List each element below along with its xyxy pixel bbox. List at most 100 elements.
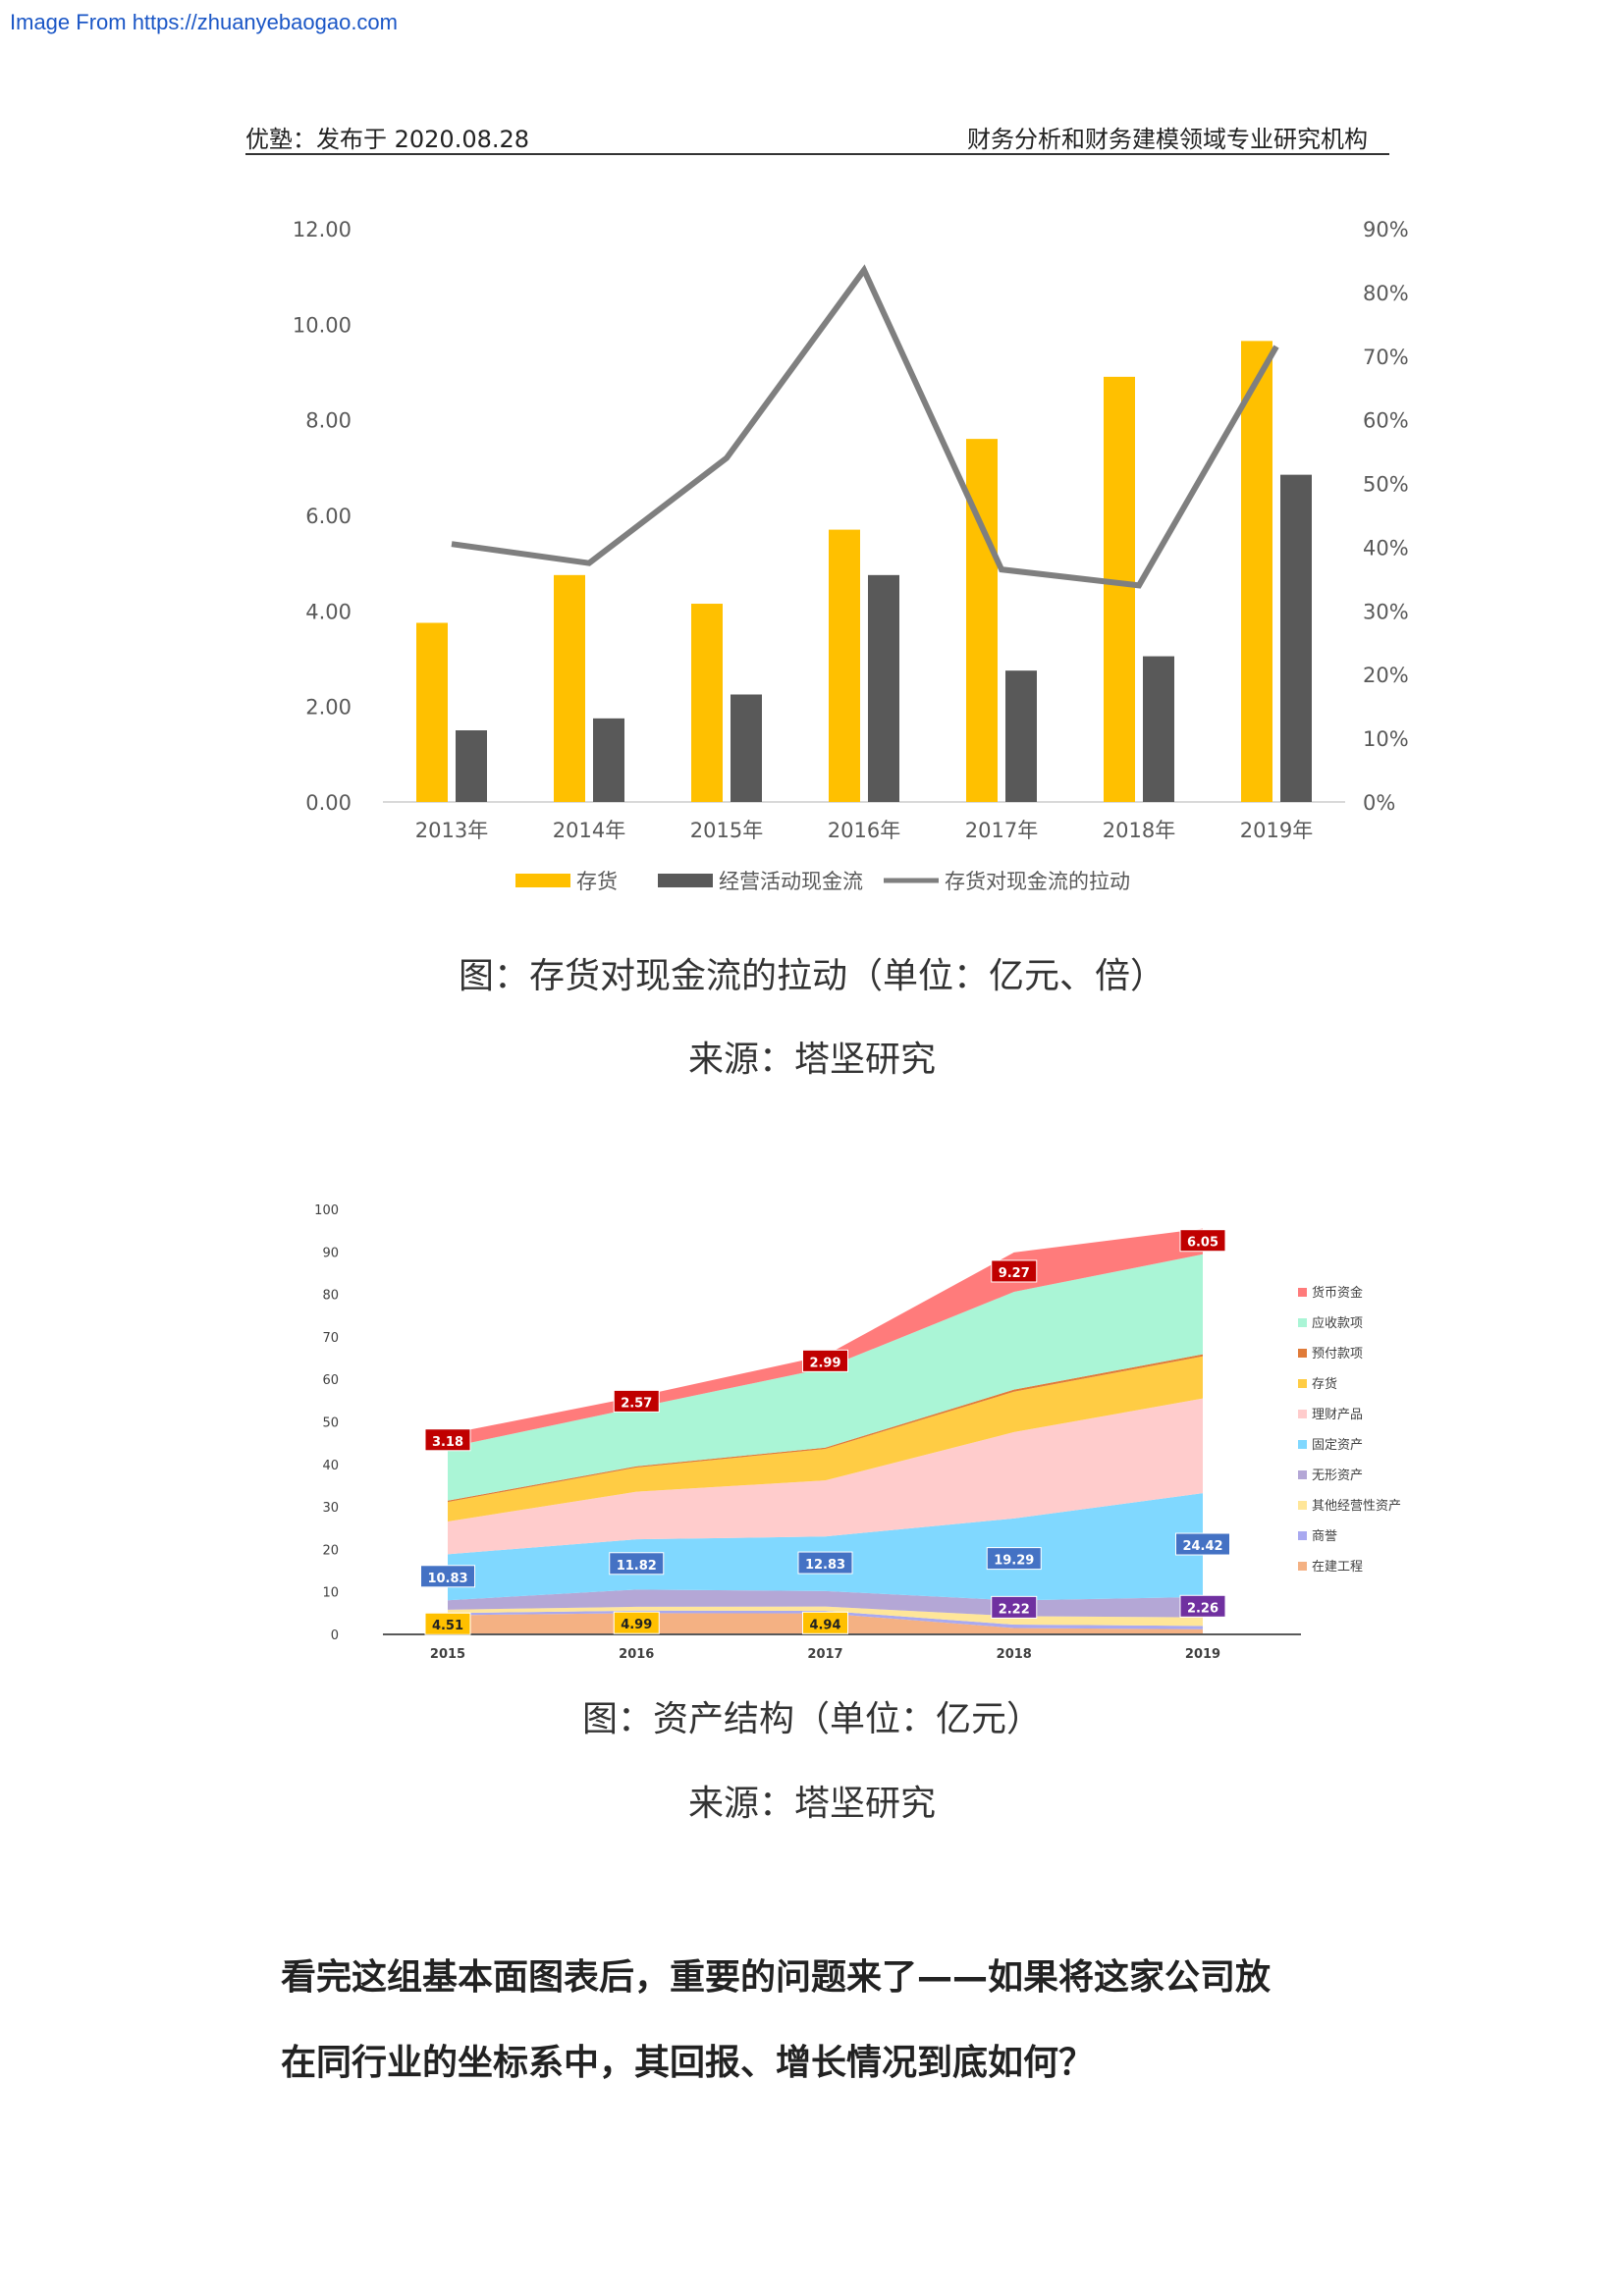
legend-label: 在建工程 (1312, 1560, 1363, 1575)
header-right: 财务分析和财务建模领域专业研究机构 (967, 126, 1368, 153)
legend-label: 经营活动现金流 (719, 870, 863, 893)
paragraph-line-1: 看完这组基本面图表后，重要的问题来了——如果将这家公司放 (281, 1957, 1272, 1998)
legend-label: 商誉 (1312, 1529, 1337, 1544)
y-tick-label: 40 (322, 1459, 339, 1473)
paragraph-line-2: 在同行业的坐标系中，其回报、增长情况到底如何？ (281, 2043, 1095, 2083)
x-tick-label: 2019年 (1240, 819, 1313, 842)
legend-swatch (1298, 1318, 1307, 1327)
data-label: 2.22 (999, 1602, 1030, 1617)
data-label-box (986, 1547, 1042, 1571)
y-tick-label: 10 (322, 1586, 339, 1601)
data-label: 2.99 (809, 1356, 840, 1370)
legend-swatch (1298, 1440, 1307, 1449)
legend-label: 理财产品 (1312, 1408, 1363, 1422)
y-tick-label: 90 (322, 1246, 339, 1260)
data-label-box (1179, 1229, 1226, 1253)
x-tick-label: 2015 (430, 1647, 465, 1662)
bar-operating-cashflow (456, 730, 487, 802)
area-应收款项 (448, 1254, 1203, 1501)
y-right-tick-label: 50% (1363, 473, 1409, 497)
legend-swatch (1298, 1470, 1307, 1479)
y-tick-label: 80 (322, 1289, 339, 1304)
data-label: 19.29 (994, 1554, 1034, 1569)
legend-label: 预付款项 (1312, 1347, 1363, 1362)
legend-swatch (1298, 1531, 1307, 1540)
legend-label: 货币资金 (1312, 1285, 1363, 1301)
x-tick-label: 2017 (807, 1647, 842, 1662)
area-存货 (448, 1356, 1203, 1522)
bar-operating-cashflow (1143, 656, 1174, 802)
bar-operating-cashflow (593, 718, 624, 802)
data-label-box (420, 1565, 475, 1588)
bar-inventory (966, 439, 998, 802)
y-tick-label: 30 (322, 1501, 339, 1516)
page-header: 优塾：发布于 2020.08.28 财务分析和财务建模领域专业研究机构 (245, 116, 1389, 155)
area-其他经营性资产 (448, 1606, 1203, 1627)
data-label: 4.51 (432, 1619, 463, 1633)
y-left-tick-label: 6.00 (305, 505, 352, 528)
bar-inventory (1104, 376, 1135, 802)
asset-structure-chart: 0 10 20 30 40 50 60 70 80 90 100 2015 2016 2017 2018 20… (314, 1203, 1401, 1662)
y-right-tick-label: 10% (1363, 727, 1409, 751)
bar-operating-cashflow (731, 694, 762, 802)
bar-operating-cashflow (868, 574, 899, 802)
y-right-tick-label: 40% (1363, 536, 1409, 560)
x-tick-label: 2016 (619, 1647, 654, 1662)
data-label-box (424, 1612, 471, 1635)
header-left: 优塾：发布于 2020.08.28 (245, 126, 530, 153)
x-tick-label: 2018 (997, 1647, 1032, 1662)
area-理财产品 (448, 1398, 1203, 1555)
chart2-caption: 图：资产结构（单位：亿元） (581, 1699, 1042, 1739)
data-label: 4.99 (621, 1618, 652, 1632)
y-tick-label: 20 (322, 1543, 339, 1558)
y-left-tick-label: 8.00 (305, 409, 352, 433)
x-tick-label: 2017年 (965, 819, 1038, 842)
data-label-box (797, 1551, 853, 1575)
area-货币资金 (448, 1228, 1203, 1448)
y-left-tick-label: 12.00 (293, 218, 352, 241)
legend-label: 其他经营性资产 (1312, 1499, 1401, 1514)
data-label: 2.26 (1187, 1601, 1218, 1616)
watermark[interactable]: Image From https://zhuanyebaogao.com (10, 10, 398, 34)
legend-swatch (1298, 1349, 1307, 1358)
legend-swatch (1298, 1288, 1307, 1297)
x-tick-label: 2014年 (553, 819, 625, 842)
data-label-box (802, 1611, 848, 1634)
legend-label: 应收款项 (1312, 1315, 1363, 1331)
y-right-tick-label: 0% (1363, 791, 1395, 815)
legend-swatch (1298, 1501, 1307, 1510)
chart1-source: 来源：塔坚研究 (687, 1040, 936, 1080)
data-label-box (424, 1428, 471, 1452)
y-right-tick-label: 70% (1363, 346, 1409, 369)
y-right-tick-label: 80% (1363, 282, 1409, 305)
legend-label: 存货 (576, 870, 618, 893)
data-label-box (802, 1349, 848, 1372)
y-right-tick-label: 90% (1363, 218, 1409, 241)
x-tick-label: 2015年 (690, 819, 763, 842)
area-商誉 (448, 1610, 1203, 1629)
data-label-box (1175, 1532, 1230, 1556)
y-tick-label: 60 (322, 1373, 339, 1388)
data-label: 10.83 (427, 1572, 467, 1586)
chart2-source: 来源：塔坚研究 (687, 1784, 936, 1824)
legend-swatch (1298, 1379, 1307, 1388)
data-label: 2.57 (621, 1396, 652, 1411)
data-label-box (613, 1611, 660, 1634)
x-tick-label: 2013年 (415, 819, 488, 842)
y-left-tick-label: 10.00 (293, 313, 352, 337)
legend-swatch (1298, 1410, 1307, 1418)
x-tick-label: 2018年 (1103, 819, 1175, 842)
y-left-tick-label: 0.00 (305, 791, 352, 815)
y-left-tick-label: 4.00 (305, 600, 352, 623)
y-right-tick-label: 60% (1363, 409, 1409, 433)
inventory-cashflow-chart: 0.00 2.00 4.00 6.00 8.00 10.00 12.00 0% 10% 20% 30… (293, 218, 1409, 893)
area-预付款项 (448, 1354, 1203, 1503)
x-tick-label: 2019 (1185, 1647, 1220, 1662)
legend-label: 无形资产 (1312, 1468, 1363, 1483)
y-tick-label: 0 (331, 1629, 339, 1643)
y-tick-label: 100 (314, 1203, 339, 1218)
data-label-box (991, 1595, 1038, 1619)
bar-inventory (829, 529, 860, 802)
bar-inventory (416, 622, 448, 802)
y-tick-label: 50 (322, 1416, 339, 1431)
